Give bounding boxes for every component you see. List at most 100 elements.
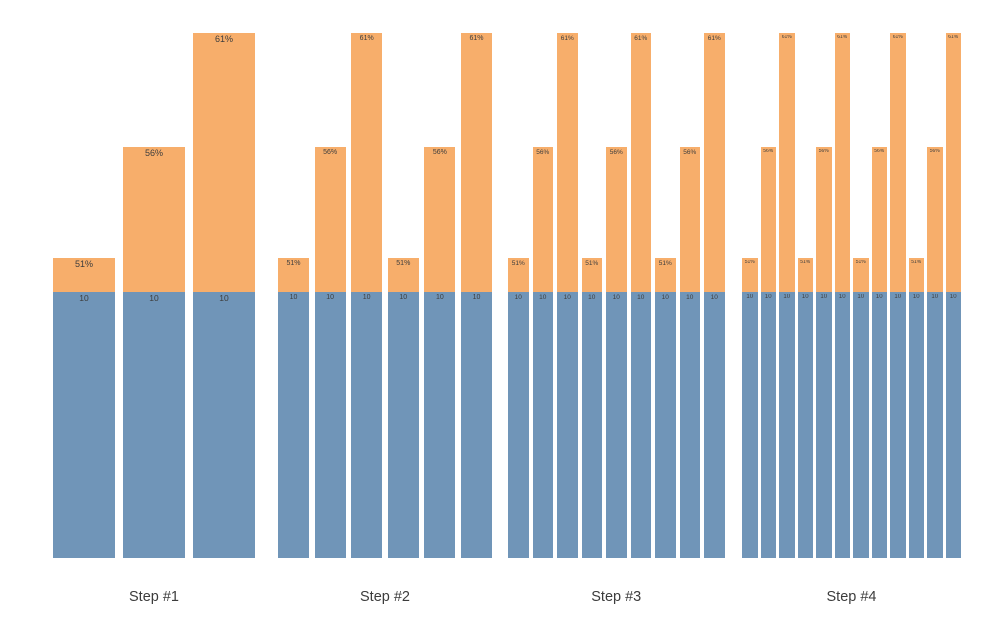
- bar-base-label: 10: [289, 293, 298, 301]
- bar-base-label: 10: [875, 293, 883, 300]
- bar-top-segment: 51%: [53, 257, 115, 292]
- bar-base-label: 10: [399, 293, 408, 301]
- bar-base-label: 10: [820, 293, 828, 300]
- bar-top-label: 56%: [609, 149, 623, 157]
- bar-base-segment: 10: [424, 291, 456, 558]
- bar-top-segment: 56%: [532, 147, 553, 292]
- bar-top-label: 51%: [911, 259, 922, 265]
- bar-base-label: 10: [764, 293, 772, 300]
- stacked-bar: 61% 10: [351, 33, 383, 558]
- bar-top-segment: 56%: [816, 147, 832, 292]
- bar-top-label: 56%: [144, 149, 163, 159]
- panel-x-label: Step #1: [129, 589, 179, 605]
- bar-base-segment: 10: [945, 291, 961, 558]
- bar-top-segment: 51%: [655, 257, 676, 292]
- bar-top-label: 61%: [707, 35, 721, 43]
- panel-x-label: Step #4: [826, 589, 877, 605]
- bar-base-segment: 10: [779, 291, 795, 558]
- stacked-bar: 61% 10: [557, 33, 578, 558]
- bar-base-segment: 10: [193, 291, 255, 558]
- bar-base-label: 10: [801, 293, 809, 300]
- bar-base-label: 10: [326, 293, 334, 301]
- bar-top-label: 61%: [634, 35, 648, 43]
- bar-top-segment: 56%: [679, 147, 700, 292]
- bar-top-label: 61%: [214, 35, 233, 45]
- stacked-bar: 51% 10: [581, 257, 602, 558]
- bar-top-label: 56%: [323, 149, 338, 157]
- stacked-bar: 61% 10: [834, 33, 850, 558]
- stacked-bar: 56% 10: [123, 147, 185, 558]
- bar-base-segment: 10: [908, 291, 924, 558]
- stacked-bar: 61% 10: [779, 33, 795, 558]
- bar-top-label: 51%: [744, 259, 755, 265]
- bar-top-segment: 61%: [704, 33, 725, 292]
- bar-base-segment: 10: [53, 291, 115, 558]
- bar-top-segment: 56%: [871, 147, 887, 292]
- bar-base-label: 10: [79, 293, 89, 303]
- stacked-bar: 51% 10: [387, 257, 419, 558]
- stacked-bar: 61% 10: [890, 33, 906, 558]
- panel-x-label: Step #3: [591, 589, 642, 605]
- stacked-bar: 61% 10: [704, 33, 725, 558]
- bar-base-label: 10: [710, 293, 718, 301]
- stacked-bar: 56% 10: [871, 147, 887, 558]
- bar-top-segment: 56%: [123, 147, 185, 292]
- bar-top-segment: 51%: [387, 257, 419, 292]
- bar-base-segment: 10: [742, 291, 758, 558]
- bar-base-segment: 10: [123, 291, 185, 558]
- bar-top-label: 61%: [781, 35, 792, 41]
- bar-base-segment: 10: [387, 291, 419, 558]
- bar-top-label: 61%: [837, 35, 848, 41]
- bar-top-label: 61%: [469, 35, 484, 43]
- bar-top-label: 51%: [800, 259, 811, 265]
- stacked-bar: 56% 10: [314, 147, 346, 558]
- stacked-bar: 51% 10: [508, 257, 529, 558]
- bar-base-label: 10: [219, 293, 229, 303]
- bar-base-segment: 10: [853, 291, 869, 558]
- bar-base-segment: 10: [816, 291, 832, 558]
- bar-base-segment: 10: [834, 291, 850, 558]
- bar-base-label: 10: [783, 293, 791, 300]
- stacked-bar: 61% 10: [945, 33, 961, 558]
- bar-top-segment: 56%: [606, 147, 627, 292]
- bar-top-segment: 61%: [834, 33, 850, 292]
- chart-panel-step-2: 51% 10 56% 10 61% 10 51% 10 56% 10 61% 10: [278, 0, 492, 618]
- bar-base-segment: 10: [606, 291, 627, 558]
- bar-base-label: 10: [838, 293, 846, 300]
- bar-top-label: 61%: [892, 35, 903, 41]
- panel-x-label: Step #2: [360, 589, 410, 605]
- bar-top-label: 56%: [874, 149, 885, 155]
- bar-base-segment: 10: [508, 291, 529, 558]
- stacked-bar: 61% 10: [193, 33, 255, 558]
- bar-top-segment: 61%: [461, 33, 492, 292]
- bar-top-label: 51%: [585, 259, 599, 267]
- stacked-bar: 56% 10: [760, 147, 776, 558]
- stacked-bar: 51% 10: [797, 257, 813, 558]
- bar-base-segment: 10: [704, 291, 725, 558]
- bar-base-label: 10: [746, 293, 754, 300]
- bar-base-segment: 10: [532, 291, 553, 558]
- bar-base-label: 10: [857, 293, 865, 300]
- bar-base-segment: 10: [679, 291, 700, 558]
- bar-base-label: 10: [661, 293, 669, 301]
- bar-base-label: 10: [612, 293, 620, 301]
- bar-top-label: 56%: [818, 149, 829, 155]
- bar-top-label: 56%: [929, 149, 940, 155]
- bar-top-segment: 51%: [742, 257, 758, 292]
- bar-top-label: 51%: [658, 259, 672, 267]
- bar-top-segment: 51%: [797, 257, 813, 292]
- bar-base-segment: 10: [351, 291, 383, 558]
- bar-base-label: 10: [931, 293, 939, 300]
- bar-base-segment: 10: [314, 291, 346, 558]
- stacked-bar: 51% 10: [53, 257, 115, 558]
- bar-top-segment: 51%: [853, 257, 869, 292]
- bar-base-label: 10: [514, 293, 522, 301]
- stacked-bar: 56% 10: [816, 147, 832, 558]
- bar-base-label: 10: [912, 293, 920, 300]
- bar-top-label: 61%: [359, 35, 374, 43]
- bar-top-segment: 51%: [508, 257, 529, 292]
- stacked-bar: 56% 10: [424, 147, 456, 558]
- bar-top-label: 56%: [536, 149, 550, 157]
- stacked-bar: 56% 10: [532, 147, 553, 558]
